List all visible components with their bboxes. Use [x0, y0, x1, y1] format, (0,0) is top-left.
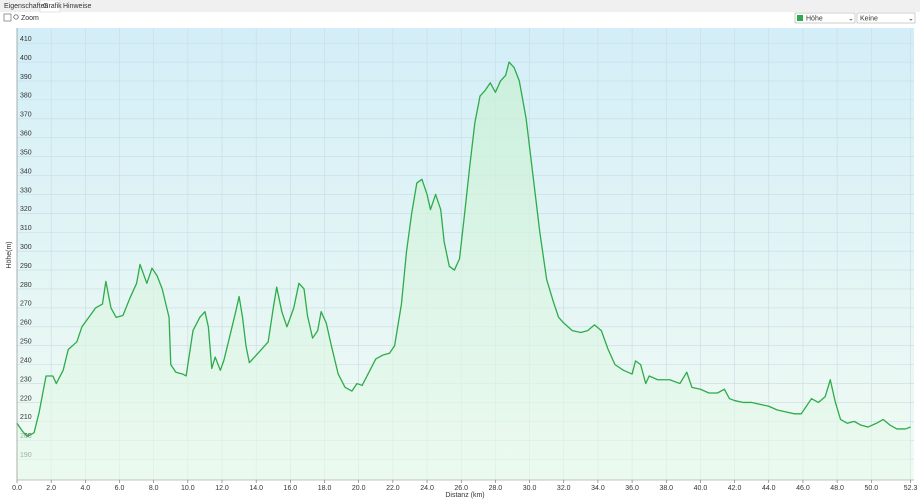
- area-fill: [17, 62, 911, 480]
- y-tick-label: 390: [20, 74, 32, 81]
- tab[interactable]: Eigenschaften: [4, 3, 48, 10]
- color-swatch: [797, 15, 803, 21]
- tab-active[interactable]: [39, 0, 61, 13]
- x-tick-label: 50.0: [864, 485, 878, 492]
- y-tick-label: 300: [20, 244, 32, 251]
- tab[interactable]: Grafik: [43, 3, 62, 10]
- x-tick-label: 22.0: [386, 485, 400, 492]
- zoom-checkbox[interactable]: [3, 13, 12, 22]
- x-tick-label: 0.0: [12, 485, 22, 492]
- x-tick-label: 38.0: [659, 485, 673, 492]
- y-tick-label: 400: [20, 55, 32, 62]
- y-tick-label: 330: [20, 187, 32, 194]
- zoom-label[interactable]: Zoom: [21, 15, 39, 22]
- y-tick-label: 360: [20, 131, 32, 138]
- x-tick-label: 44.0: [762, 485, 776, 492]
- y-tick-label: 350: [20, 149, 32, 156]
- y-tick-label: 210: [20, 414, 32, 421]
- y-tick-label: 240: [20, 357, 32, 364]
- x-tick-label: 10.0: [181, 485, 195, 492]
- y-tick-label: 220: [20, 395, 32, 402]
- y-tick-label: 230: [20, 376, 32, 383]
- x-tick-label: 20.0: [352, 485, 366, 492]
- x-tick-label: 46.0: [796, 485, 810, 492]
- dropdown-arrow: ⌄: [848, 15, 854, 22]
- x-tick-label: 18.0: [318, 485, 332, 492]
- dropdown-text: Höhe: [806, 15, 823, 22]
- dropdown[interactable]: [794, 12, 856, 24]
- x-tick-label: 2.0: [46, 485, 56, 492]
- y-axis-label: Höhe(m): [6, 241, 13, 268]
- tab[interactable]: Hinweise: [63, 3, 92, 10]
- y-tick-label: 370: [20, 112, 32, 119]
- y-tick-label: 380: [20, 93, 32, 100]
- x-tick-label: 24.0: [420, 485, 434, 492]
- dropdown[interactable]: [856, 12, 916, 24]
- dropdown-arrow: ⌄: [908, 15, 914, 22]
- x-tick-label: 28.0: [489, 485, 503, 492]
- x-tick-label: 32.0: [557, 485, 571, 492]
- x-tick-label: 16.0: [284, 485, 298, 492]
- y-tick-label: 320: [20, 206, 32, 213]
- tab-bar: [0, 0, 920, 12]
- x-tick-label: 48.0: [830, 485, 844, 492]
- x-tick-label: 12.0: [215, 485, 229, 492]
- x-tick-label: 52.3: [904, 485, 918, 492]
- y-tick-label: 290: [20, 263, 32, 270]
- x-tick-label: 30.0: [523, 485, 537, 492]
- x-tick-label: 4.0: [80, 485, 90, 492]
- x-tick-label: 34.0: [591, 485, 605, 492]
- x-tick-label: 6.0: [115, 485, 125, 492]
- elevation-line: [16, 61, 911, 438]
- x-tick-label: 40.0: [694, 485, 708, 492]
- x-tick-label: 14.0: [249, 485, 263, 492]
- x-tick-label: 8.0: [149, 485, 159, 492]
- y-tick-label: 340: [20, 168, 32, 175]
- y-tick-label: 410: [20, 36, 32, 43]
- x-tick-label: 26.0: [454, 485, 468, 492]
- zoom-icon: [13, 14, 19, 20]
- x-tick-label: 36.0: [625, 485, 639, 492]
- y-tick-label: 310: [20, 225, 32, 232]
- dropdown-text: Keine: [860, 15, 878, 22]
- y-tick-label: 280: [20, 282, 32, 289]
- y-tick-label: 260: [20, 320, 32, 327]
- x-tick-label: 42.0: [728, 485, 742, 492]
- y-tick-label: 270: [20, 301, 32, 308]
- x-axis-label: Distanz (km): [445, 492, 484, 499]
- y-tick-label: 250: [20, 339, 32, 346]
